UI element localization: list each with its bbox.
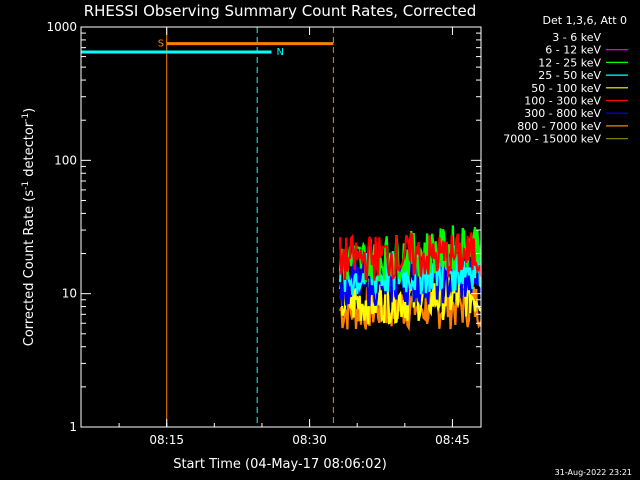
legend-label-3: 25 - 50 keV <box>538 69 601 82</box>
legend-label-8: 7000 - 15000 keV <box>503 133 601 146</box>
y-tick-label-1: 10 <box>62 287 77 301</box>
timestamp: 31-Aug-2022 23:21 <box>555 468 632 477</box>
y-axis-label: Corrected Count Rate (s-1 detector-1) <box>21 108 37 346</box>
x-axis-label: Start Time (04-May-17 08:06:02) <box>173 457 387 472</box>
annotation-label-n: N <box>276 47 283 58</box>
y-axis-label-exp1: -1 <box>21 181 31 190</box>
x-tick-label-1: 08:30 <box>292 433 327 447</box>
axes: 08:15 08:30 08:45 1 10 100 1000 <box>46 20 481 447</box>
y-axis-label-exp2: -1 <box>21 113 31 122</box>
series-line-25-50kev <box>338 245 481 296</box>
y-axis-label-mid: detector <box>22 121 37 181</box>
series-line-100-300kev <box>338 231 481 281</box>
legend-header: Det 1,3,6, Att 0 <box>543 14 627 27</box>
legend-label-7: 800 - 7000 keV <box>517 120 601 133</box>
plot-frame <box>80 26 482 428</box>
y-axis-label-close: ) <box>22 108 37 113</box>
y-tick-label-0: 1 <box>69 420 77 434</box>
legend-label-2: 12 - 25 keV <box>538 56 601 69</box>
x-tick-label-2: 08:45 <box>435 433 470 447</box>
series-line-3-6kev <box>339 141 481 150</box>
annotation-label-s: S <box>158 39 164 50</box>
chart-title: RHESSI Observing Summary Count Rates, Co… <box>84 2 477 20</box>
x-tick-label-0: 08:15 <box>149 433 184 447</box>
legend-label-1: 6 - 12 keV <box>545 44 601 57</box>
y-axis-label-main: Corrected Count Rate (s <box>22 190 37 347</box>
legend-label-6: 300 - 800 keV <box>524 107 601 120</box>
legend-label-5: 100 - 300 keV <box>524 95 601 108</box>
legend-label-4: 50 - 100 keV <box>531 82 601 95</box>
plot-area: SN <box>81 27 481 427</box>
y-tick-label-2: 100 <box>54 153 77 167</box>
y-tick-label-3: 1000 <box>46 20 77 34</box>
legend-label-0: 3 - 6 keV <box>552 31 601 44</box>
